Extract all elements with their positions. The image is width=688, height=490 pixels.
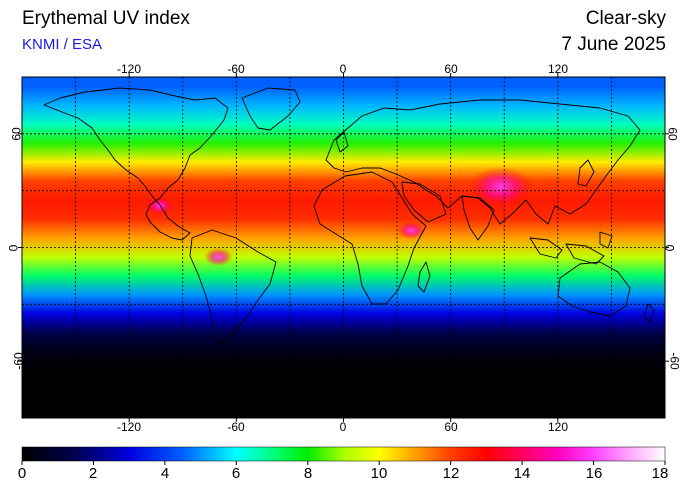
colorbar-label-6: 6	[231, 465, 241, 482]
lat-tick-left-2: 0	[6, 244, 21, 252]
colorbar-label-12: 12	[442, 465, 460, 482]
lon-tick-bottom-5: 120	[547, 420, 569, 434]
lon-tick-top-3: 0	[339, 62, 347, 76]
uv-hotspot-mexico	[145, 196, 174, 215]
north-america-coastline	[43, 87, 229, 241]
lat-tick-right-2: 0	[662, 244, 677, 252]
lon-tick-top-5: 120	[547, 62, 569, 76]
uv-hotspot-andes	[204, 247, 233, 266]
colorbar-label-18: 18	[651, 465, 669, 482]
lon-tick-bottom-4: 60	[444, 420, 458, 434]
uv-hotspot-tibetan-plateau	[468, 166, 534, 208]
colorbar-label-8: 8	[303, 465, 313, 482]
credit-label: KNMI / ESA	[22, 36, 103, 53]
colorbar-label-2: 2	[88, 465, 98, 482]
new-zealand-coastline	[643, 303, 655, 323]
colorbar	[21, 446, 666, 462]
india-coastline	[461, 195, 495, 241]
uv-hotspot-ethiopian-highlands	[396, 221, 426, 240]
colorbar-label-14: 14	[513, 465, 531, 482]
map-title: Erythemal UV index	[22, 8, 190, 29]
lon-tick-top-2: -60	[227, 62, 245, 76]
lat-tick-right-3: -60	[667, 352, 682, 370]
lon-tick-bottom-2: -60	[227, 420, 245, 434]
japan-coastline	[577, 159, 595, 187]
madagascar-coastline	[417, 261, 431, 293]
lon-tick-top-1: -120	[116, 62, 142, 76]
lon-tick-bottom-1: -120	[116, 420, 142, 434]
lat-tick-right-1: 60	[665, 127, 680, 141]
africa-coastline	[313, 171, 427, 305]
uk-coastline	[335, 131, 349, 153]
colorbar-label-10: 10	[370, 465, 388, 482]
date-label: 7 June 2025	[561, 34, 666, 55]
greenland-coastline	[241, 87, 301, 131]
maritime-asia-coastline	[529, 231, 613, 265]
lat-tick-left-3: -60	[11, 352, 26, 370]
lat-tick-left-1: 60	[9, 127, 24, 141]
colorbar-label-4: 4	[160, 465, 170, 482]
colorbar-label-0: 0	[17, 465, 27, 482]
colorbar-label-16: 16	[585, 465, 603, 482]
arabia-coastline	[401, 181, 447, 223]
lon-tick-top-4: 60	[444, 62, 458, 76]
lon-tick-bottom-3: 0	[339, 420, 347, 434]
australia-coastline	[557, 261, 631, 317]
sky-condition-label: Clear-sky	[585, 8, 666, 29]
south-america-coastline	[189, 229, 277, 345]
